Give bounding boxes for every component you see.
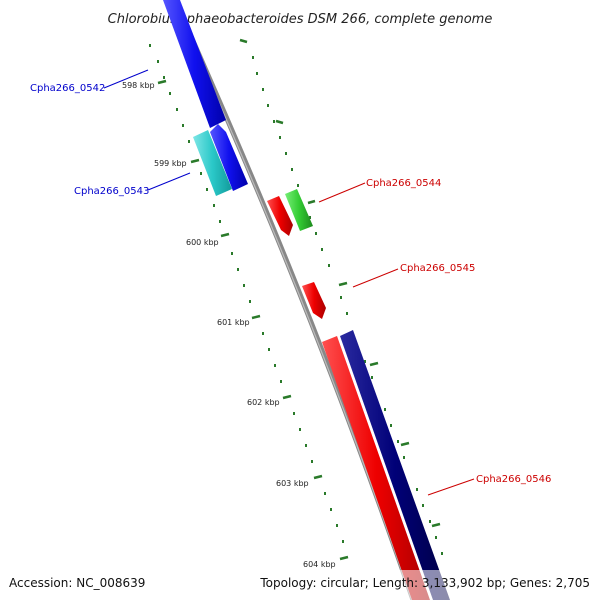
gene-cpha266-0545[interactable] — [302, 282, 326, 319]
tick-labels: 598 kbp 599 kbp 600 kbp 601 kbp 602 kbp … — [122, 81, 336, 569]
gene-cpha266-0544[interactable] — [267, 196, 293, 236]
gene-label-cpha266-0545[interactable]: Cpha266_0545 — [400, 263, 475, 274]
gene-label-cpha266-0542[interactable]: Cpha266_0542 — [30, 83, 105, 94]
tick-label-600: 600 kbp — [186, 238, 219, 247]
tick-label-599: 599 kbp — [154, 159, 187, 168]
gene-label-cpha266-0546[interactable]: Cpha266_0546 — [476, 474, 551, 485]
map-title: Chlorobium phaeobacteroides DSM 266, com… — [108, 12, 493, 27]
tick-label-601: 601 kbp — [217, 318, 250, 327]
gene-cpha266-0542[interactable] — [163, 0, 226, 128]
accession-text: Accession: NC_008639 — [9, 576, 145, 590]
outer-tick-marks — [252, 56, 443, 555]
gene-arrow-cpha266-0543[interactable] — [193, 130, 232, 196]
outer-major-ticks — [239, 38, 441, 528]
gene-arrow-cpha266-0542[interactable] — [163, 0, 226, 128]
inner-major-ticks — [157, 79, 349, 561]
tick-label-603: 603 kbp — [276, 479, 309, 488]
inner-tick-marks — [149, 44, 344, 543]
gene-arrow-cpha266-0546[interactable] — [322, 336, 430, 600]
gene-cpha266-0546[interactable] — [322, 336, 430, 600]
gene-arrow-cpha266-0544[interactable] — [267, 196, 293, 236]
gene-label-cpha266-0544[interactable]: Cpha266_0544 — [366, 178, 441, 189]
tick-label-598: 598 kbp — [122, 81, 155, 90]
gene-arrow-cpha266-0545[interactable] — [302, 282, 326, 319]
tick-label-602: 602 kbp — [247, 398, 280, 407]
bottom-fade — [380, 570, 460, 600]
gene-cpha266-0543[interactable] — [193, 130, 232, 196]
gene-arrow-green-feature[interactable] — [285, 189, 313, 231]
topology-text: Topology: circular; Length: 3,133,902 bp… — [259, 576, 590, 590]
gene-navy-feature[interactable] — [340, 330, 450, 600]
gene-label-cpha266-0543[interactable]: Cpha266_0543 — [74, 186, 149, 197]
label-leaders — [103, 69, 475, 496]
tick-label-604: 604 kbp — [303, 560, 336, 569]
gene-arrow-extra-blue[interactable] — [210, 124, 248, 191]
gene-arrow-navy-feature[interactable] — [340, 330, 450, 600]
gene-green-feature[interactable] — [285, 189, 313, 231]
gene-extra-blue[interactable] — [210, 124, 248, 191]
